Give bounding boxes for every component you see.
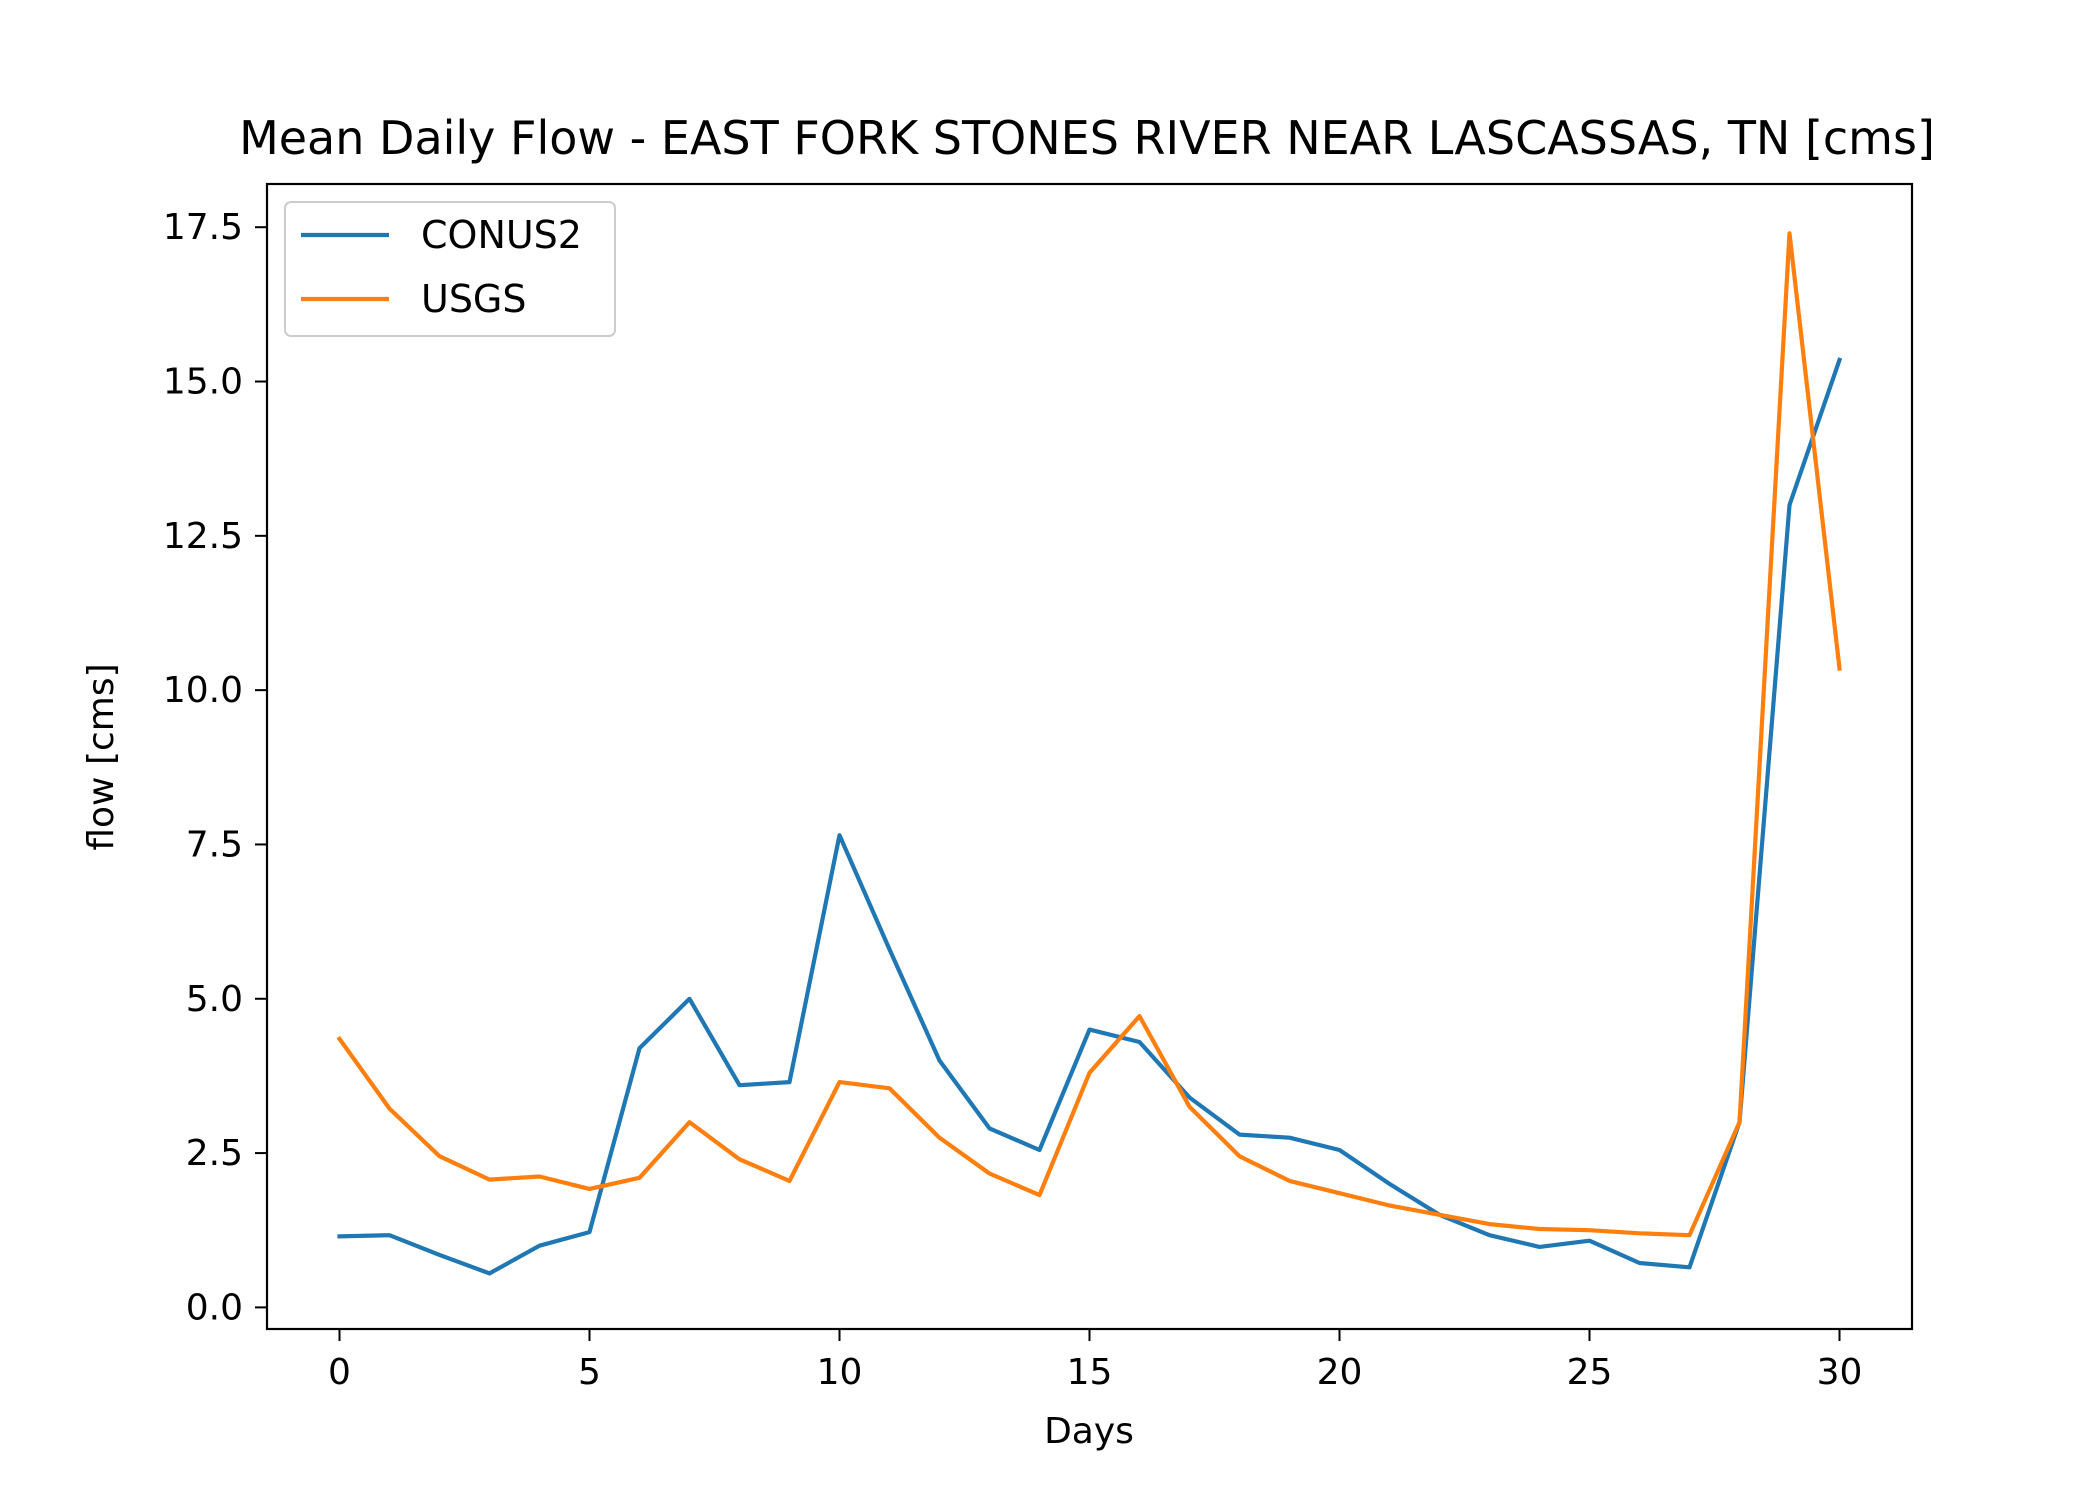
x-tick-label: 5 xyxy=(578,1352,601,1393)
x-tick-label: 30 xyxy=(1817,1352,1863,1393)
plot-area xyxy=(336,231,1843,1276)
axes-frame xyxy=(265,182,1914,1331)
y-tick-label: 5.0 xyxy=(186,979,243,1020)
y-tick-label: 17.5 xyxy=(163,207,243,248)
x-tick-label: 20 xyxy=(1317,1352,1363,1393)
y-axis: 0.0 2.5 5.0 7.5 10.0 12.5 15.0 17.5 xyxy=(163,207,267,1328)
legend: CONUS2 USGS xyxy=(284,201,616,337)
y-tick-label: 7.5 xyxy=(186,824,243,865)
y-tick-label: 10.0 xyxy=(163,670,243,711)
y-tick-label: 12.5 xyxy=(163,516,243,557)
y-tick-label: 0.0 xyxy=(186,1287,243,1328)
y-axis-label: flow [cms] xyxy=(81,663,122,850)
series-line-usgs xyxy=(336,231,1842,1238)
x-tick-label: 25 xyxy=(1567,1352,1613,1393)
x-tick-label: 10 xyxy=(817,1352,863,1393)
x-tick-label: 0 xyxy=(328,1352,351,1393)
chart-title: Mean Daily Flow - EAST FORK STONES RIVER… xyxy=(239,111,1935,165)
x-tick-label: 15 xyxy=(1067,1352,1113,1393)
series-line-conus2 xyxy=(337,357,1843,1276)
x-axis: 0 5 10 15 20 25 30 xyxy=(328,1329,1862,1393)
legend-label-conus2: CONUS2 xyxy=(421,213,582,257)
y-tick-label: 15.0 xyxy=(163,362,243,403)
legend-label-usgs: USGS xyxy=(421,277,527,321)
y-tick-label: 2.5 xyxy=(186,1133,243,1174)
x-axis-label: Days xyxy=(1044,1411,1134,1452)
